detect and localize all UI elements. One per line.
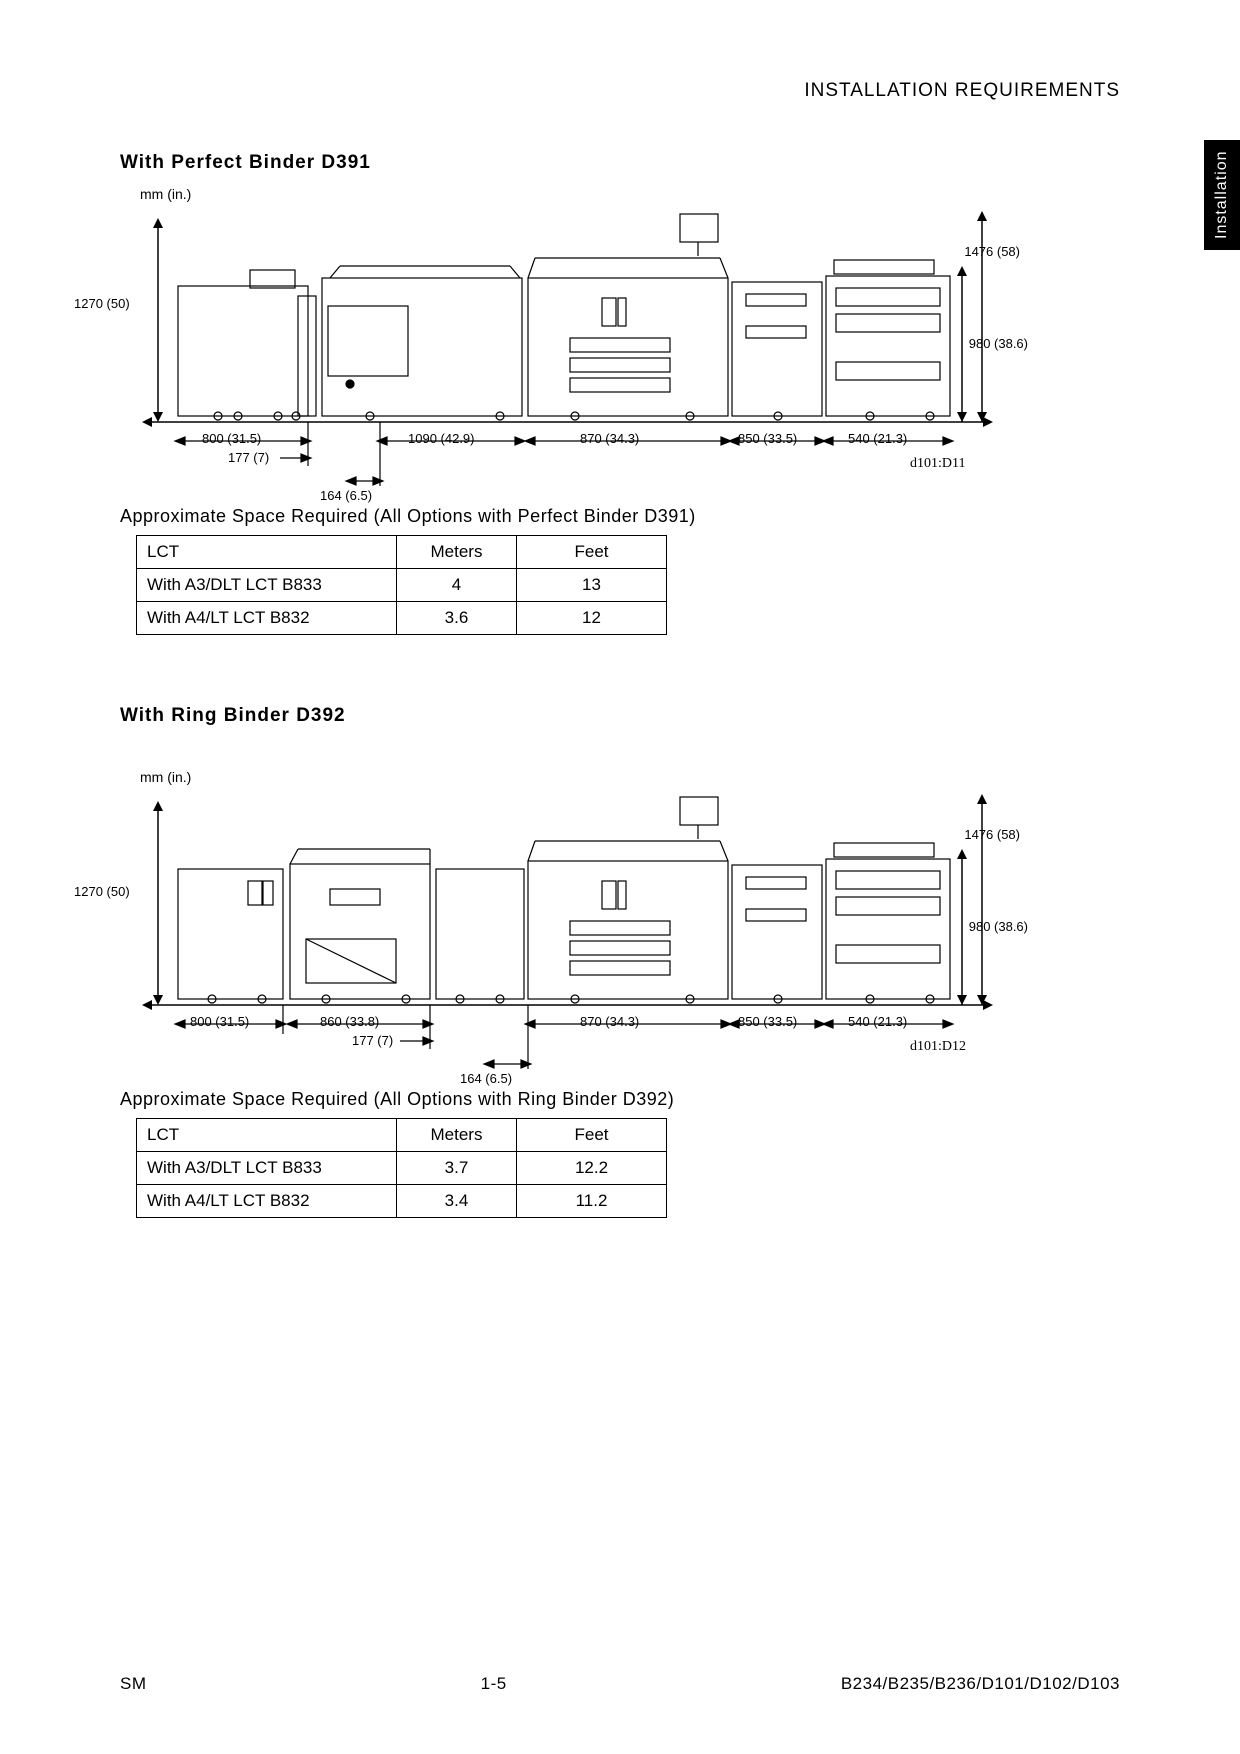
- td: 11.2: [517, 1185, 667, 1218]
- section2-title: With Ring Binder D392: [120, 705, 1120, 727]
- diagram-perfect-binder: mm (in.): [130, 186, 1120, 486]
- d2-right-top: 1476 (58): [964, 827, 1020, 842]
- d2-fig-id: d101:D12: [910, 1039, 966, 1055]
- d2-w4: 850 (33.5): [738, 1014, 797, 1029]
- td: With A3/DLT LCT B833: [137, 569, 397, 602]
- table-row: LCT Meters Feet: [137, 1119, 667, 1152]
- d2-w3: 870 (34.3): [580, 1014, 639, 1029]
- d1-right-mid: 980 (38.6): [969, 336, 1028, 351]
- diagram2-box: 1270 (50) 1476 (58) 980 (38.6) 800 (31.5…: [130, 789, 1010, 1069]
- table-row: LCT Meters Feet: [137, 536, 667, 569]
- d1-gap1: 177 (7): [228, 450, 269, 465]
- section1-title: With Perfect Binder D391: [120, 152, 1120, 174]
- td: 3.6: [397, 602, 517, 635]
- th-lct: LCT: [137, 1119, 397, 1152]
- td: With A4/LT LCT B832: [137, 1185, 397, 1218]
- th-feet: Feet: [517, 536, 667, 569]
- th-lct: LCT: [137, 536, 397, 569]
- diagram1-unit: mm (in.): [140, 186, 1120, 202]
- th-feet: Feet: [517, 1119, 667, 1152]
- table-row: With A4/LT LCT B832 3.6 12: [137, 602, 667, 635]
- td: 12.2: [517, 1152, 667, 1185]
- table-row: With A3/DLT LCT B833 3.7 12.2: [137, 1152, 667, 1185]
- td: 12: [517, 602, 667, 635]
- td: With A4/LT LCT B832: [137, 602, 397, 635]
- diagram2-unit: mm (in.): [140, 769, 1120, 785]
- d2-w5: 540 (21.3): [848, 1014, 907, 1029]
- th-meters: Meters: [397, 1119, 517, 1152]
- page-header: INSTALLATION REQUIREMENTS: [120, 80, 1120, 102]
- td: 4: [397, 569, 517, 602]
- diagram2-svg: [130, 789, 1010, 1089]
- d1-w3: 870 (34.3): [580, 431, 639, 446]
- footer-left: SM: [120, 1674, 147, 1694]
- table-row: With A4/LT LCT B832 3.4 11.2: [137, 1185, 667, 1218]
- table2: LCT Meters Feet With A3/DLT LCT B833 3.7…: [136, 1118, 667, 1218]
- diagram-ring-binder: mm (in.): [130, 769, 1120, 1069]
- footer-center: 1-5: [481, 1674, 507, 1694]
- diagram1-box: 1270 (50) 1476 (58) 980 (38.6) 800 (31.5…: [130, 206, 1010, 486]
- td: 13: [517, 569, 667, 602]
- d2-w1: 800 (31.5): [190, 1014, 249, 1029]
- d1-fig-id: d101:D11: [910, 456, 965, 472]
- d1-w1: 800 (31.5): [202, 431, 261, 446]
- side-tab-installation: Installation: [1204, 140, 1240, 250]
- table1-caption: Approximate Space Required (All Options …: [120, 506, 1120, 527]
- th-meters: Meters: [397, 536, 517, 569]
- d1-left-h: 1270 (50): [74, 296, 130, 311]
- td: 3.7: [397, 1152, 517, 1185]
- table1: LCT Meters Feet With A3/DLT LCT B833 4 1…: [136, 535, 667, 635]
- d2-right-mid: 980 (38.6): [969, 919, 1028, 934]
- footer-right: B234/B235/B236/D101/D102/D103: [841, 1674, 1120, 1694]
- d2-w2: 860 (33.8): [320, 1014, 379, 1029]
- d2-gap1: 177 (7): [352, 1033, 393, 1048]
- d1-w2: 1090 (42.9): [408, 431, 475, 446]
- d2-gap2: 164 (6.5): [460, 1071, 512, 1086]
- table-row: With A3/DLT LCT B833 4 13: [137, 569, 667, 602]
- d2-left-h: 1270 (50): [74, 884, 130, 899]
- d1-right-top: 1476 (58): [964, 244, 1020, 259]
- td: With A3/DLT LCT B833: [137, 1152, 397, 1185]
- table2-caption: Approximate Space Required (All Options …: [120, 1089, 1120, 1110]
- d1-w5: 540 (21.3): [848, 431, 907, 446]
- d1-w4: 850 (33.5): [738, 431, 797, 446]
- d1-gap2: 164 (6.5): [320, 488, 372, 503]
- td: 3.4: [397, 1185, 517, 1218]
- page-footer: SM 1-5 B234/B235/B236/D101/D102/D103: [120, 1674, 1120, 1694]
